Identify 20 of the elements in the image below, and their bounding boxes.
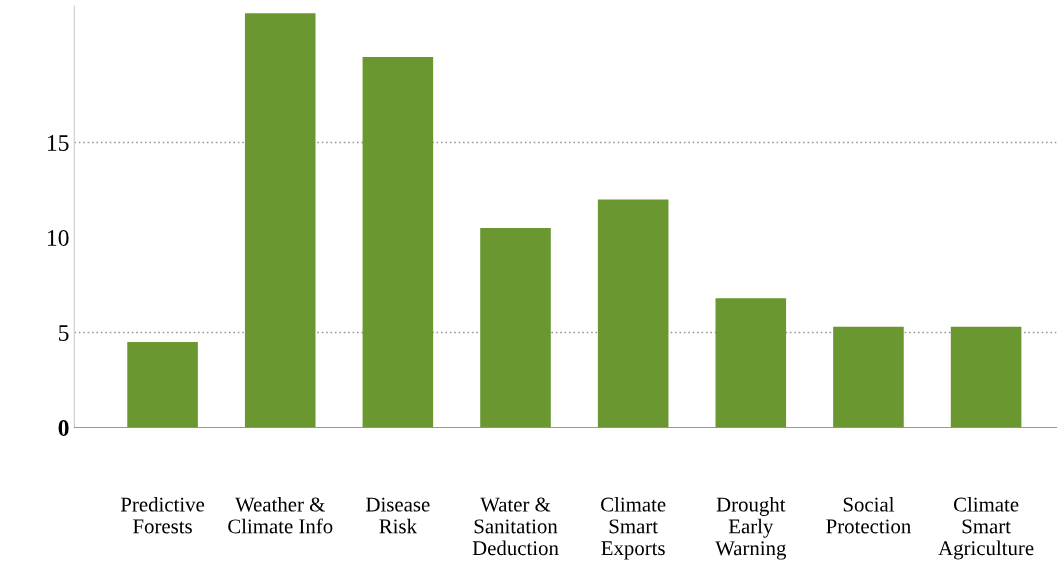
bar bbox=[244, 13, 316, 428]
x-tick-label: Climate Smart Agriculture bbox=[938, 496, 1034, 560]
bar bbox=[362, 57, 434, 428]
x-tick-label: Climate Smart Exports bbox=[601, 496, 666, 560]
x-tick-label: Weather & Climate Info bbox=[228, 496, 333, 534]
y-tick-label: 15 bbox=[47, 135, 69, 151]
y-tick-label: 0 bbox=[58, 419, 69, 436]
bar bbox=[480, 228, 551, 428]
bar bbox=[127, 342, 198, 428]
bar bbox=[715, 298, 787, 428]
x-tick-label: Water & Sanitation Deduction bbox=[472, 497, 559, 556]
bar bbox=[833, 326, 904, 428]
bar bbox=[597, 199, 669, 428]
x-tick-label: Predictive Forests bbox=[120, 496, 205, 534]
y-tick-label: 10 bbox=[47, 229, 69, 246]
x-tick-label: Drought Early Warning bbox=[715, 496, 787, 560]
x-tick-label: Social Protection bbox=[826, 496, 911, 534]
bar bbox=[950, 326, 1022, 428]
x-tick-label: Disease Risk bbox=[366, 497, 430, 534]
y-tick-label: 5 bbox=[59, 325, 69, 341]
